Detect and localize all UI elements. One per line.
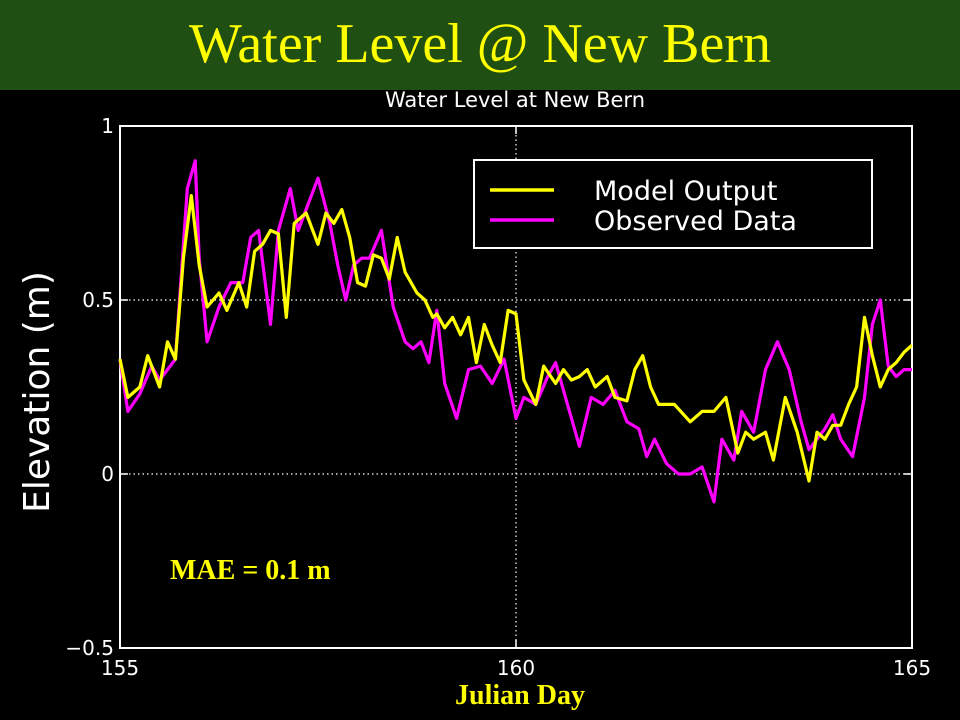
- slide-title: Water Level @ New Bern: [189, 13, 771, 75]
- slide-header: [0, 0, 960, 90]
- series-line-observed-data: [118, 159, 912, 504]
- y-tick-label: 1: [101, 114, 114, 138]
- y-tick-label: 0: [101, 462, 114, 486]
- chart-title: Water Level at New Bern: [384, 88, 646, 112]
- legend-label: Model Output: [594, 176, 777, 207]
- x-axis-label: Julian Day: [455, 680, 585, 711]
- x-tick-label: 155: [101, 656, 139, 680]
- y-tick-label: 0.5: [82, 288, 114, 312]
- x-tick-label: 165: [893, 656, 931, 680]
- mae-annotation: MAE = 0.1 m: [170, 555, 331, 586]
- x-tick-label: 160: [497, 656, 535, 680]
- y-tick-label: −0.5: [65, 636, 114, 660]
- series-line-model-output: [118, 194, 914, 483]
- legend-label: Observed Data: [594, 206, 797, 237]
- legend-box: [473, 159, 873, 249]
